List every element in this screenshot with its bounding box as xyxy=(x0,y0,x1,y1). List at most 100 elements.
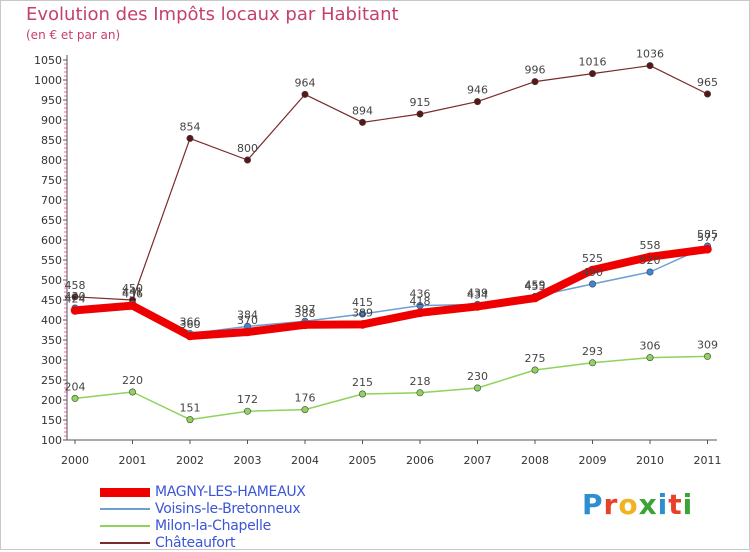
data-point xyxy=(473,302,482,311)
data-label: 520 xyxy=(640,254,661,267)
data-label: 415 xyxy=(352,296,373,309)
data-label: 525 xyxy=(582,252,603,265)
data-point xyxy=(531,366,539,374)
data-point xyxy=(128,301,137,310)
data-label: 306 xyxy=(640,340,661,353)
data-label: 384 xyxy=(237,308,258,321)
data-point xyxy=(703,352,711,360)
data-label: 439 xyxy=(467,286,488,299)
data-point xyxy=(358,390,366,398)
logo-letter: t xyxy=(668,488,683,521)
data-point xyxy=(646,62,654,70)
legend-label: MAGNY-LES-HAMEAUX xyxy=(155,484,306,500)
data-label: 397 xyxy=(295,303,316,316)
data-label: 389 xyxy=(352,306,373,319)
data-point xyxy=(588,265,597,275)
data-point xyxy=(415,308,425,318)
logo-letter: x xyxy=(638,488,658,521)
data-point xyxy=(244,156,252,164)
data-label: 418 xyxy=(410,295,431,308)
data-point xyxy=(71,293,79,301)
data-point xyxy=(243,327,252,337)
data-label: 172 xyxy=(237,393,258,406)
data-label: 577 xyxy=(697,231,718,244)
x-tick-label: 2005 xyxy=(349,454,377,467)
data-label: 424 xyxy=(65,292,86,305)
data-label: 946 xyxy=(467,84,488,97)
data-point xyxy=(531,78,539,86)
y-tick-label: 850 xyxy=(41,134,62,147)
x-tick-label: 2000 xyxy=(61,454,89,467)
data-label: 366 xyxy=(180,316,201,329)
data-label: 459 xyxy=(525,278,546,291)
data-label: 1016 xyxy=(579,56,607,69)
data-label: 441 xyxy=(122,286,143,299)
data-label: 436 xyxy=(410,288,431,301)
y-tick-label: 450 xyxy=(41,294,62,307)
data-point xyxy=(646,268,654,276)
data-point xyxy=(646,354,654,362)
data-point xyxy=(473,98,481,106)
data-point xyxy=(70,306,80,315)
data-point xyxy=(416,389,424,397)
data-label: 450 xyxy=(122,282,143,295)
data-label: 854 xyxy=(180,120,201,133)
data-point xyxy=(703,244,712,254)
x-tick-label: 2003 xyxy=(234,454,262,467)
data-label: 558 xyxy=(640,239,661,252)
x-tick-label: 2001 xyxy=(119,454,147,467)
y-tick-label: 900 xyxy=(41,114,62,127)
data-label: 996 xyxy=(525,64,546,77)
y-tick-label: 300 xyxy=(41,354,62,367)
x-tick-label: 2002 xyxy=(176,454,204,467)
x-tick-label: 2009 xyxy=(579,454,607,467)
y-tick-label: 800 xyxy=(41,154,62,167)
x-tick-label: 2011 xyxy=(694,454,722,467)
data-point xyxy=(301,406,309,414)
data-point xyxy=(301,90,309,98)
line-chart: 100 150 200 250 300 350 400 450 500 550 600 650 700 7… xyxy=(34,48,722,467)
data-label: 215 xyxy=(352,376,373,389)
data-label: 434 xyxy=(467,288,488,301)
y-tick-label: 950 xyxy=(41,94,62,107)
data-label: 151 xyxy=(180,402,201,415)
y-tick-label: 500 xyxy=(41,274,62,287)
y-tick-label: 250 xyxy=(41,374,62,387)
data-point xyxy=(129,388,137,396)
y-tick-label: 1050 xyxy=(34,54,62,67)
data-label: 455 xyxy=(525,280,546,293)
legend-swatch xyxy=(100,487,150,497)
y-tick-label: 1000 xyxy=(34,74,62,87)
data-label: 293 xyxy=(582,345,603,358)
data-point xyxy=(300,320,310,330)
chart-subtitle: (en € et par an) xyxy=(26,28,121,42)
x-tick-label: 2008 xyxy=(521,454,549,467)
legend-swatch xyxy=(100,508,150,510)
x-tick-label: 2004 xyxy=(291,454,319,467)
data-label: 275 xyxy=(525,352,546,365)
data-label: 436 xyxy=(122,288,143,301)
series-line-0 xyxy=(74,245,709,340)
y-tick-label: 550 xyxy=(41,254,62,267)
data-label: 915 xyxy=(410,96,431,109)
logo-letter: P xyxy=(582,488,604,521)
data-point xyxy=(185,331,195,341)
data-label: 1036 xyxy=(636,48,664,61)
data-point xyxy=(358,118,366,126)
y-tick-label: 750 xyxy=(41,174,62,187)
data-label: 218 xyxy=(410,375,431,388)
legend-label: Milon-la-Chapelle xyxy=(155,518,271,534)
data-point xyxy=(530,293,540,303)
legend-swatch xyxy=(100,542,150,544)
logo-letter: i xyxy=(657,488,669,521)
data-label: 894 xyxy=(352,104,373,117)
y-tick-label: 600 xyxy=(41,234,62,247)
y-tick-label: 150 xyxy=(41,414,62,427)
series-line-2 xyxy=(74,355,708,421)
legend-label: Châteaufort xyxy=(155,535,236,551)
data-label: 964 xyxy=(295,76,316,89)
data-label: 458 xyxy=(65,279,86,292)
data-point xyxy=(703,90,711,98)
logo-letter: o xyxy=(618,488,639,521)
